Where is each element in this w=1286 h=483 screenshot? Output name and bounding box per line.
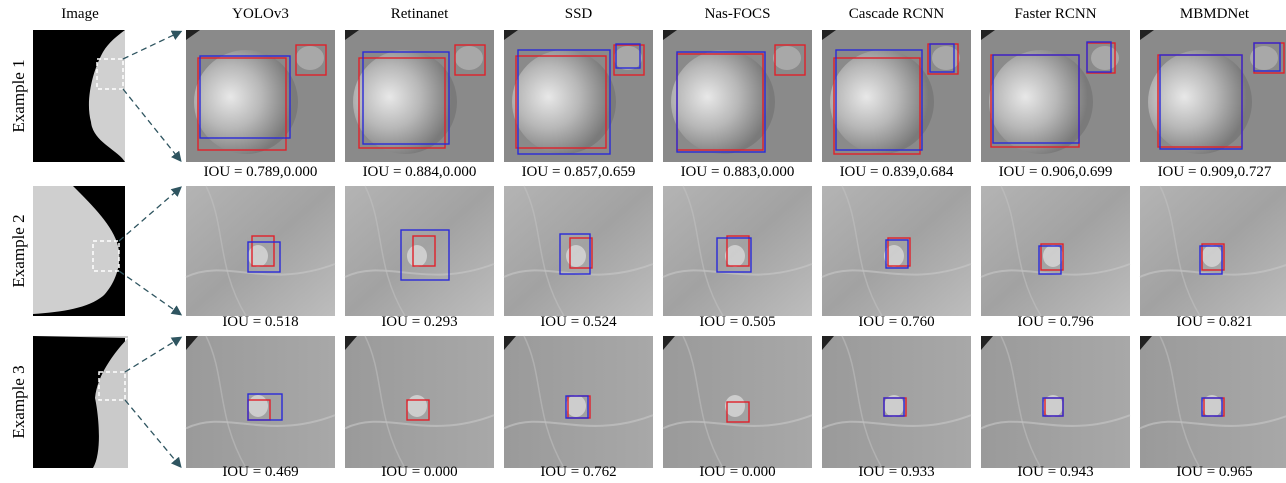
iou-caption: IOU = 0.857,0.659: [522, 164, 636, 180]
zoom-arrow: [125, 400, 180, 466]
zoomed-image: [504, 336, 653, 468]
mass-small: [773, 46, 801, 70]
iou-caption: IOU = 0.518: [222, 314, 298, 330]
zoomed-image: [186, 186, 335, 316]
iou-caption: IOU = 0.469: [222, 464, 298, 480]
mass: [353, 50, 457, 154]
lesion: [1043, 245, 1063, 267]
zoom-arrow: [123, 32, 180, 59]
iou-caption: IOU = 0.789,0.000: [204, 164, 318, 180]
source-thumbnail: [33, 336, 128, 468]
method-header: Faster RCNN: [1014, 6, 1096, 22]
zoomed-image: [504, 186, 653, 316]
lesion: [566, 395, 586, 417]
row-label: Example 2: [9, 214, 28, 287]
lesion: [884, 245, 904, 267]
mass: [1148, 50, 1252, 154]
iou-caption: IOU = 0.000: [699, 464, 775, 480]
lesion: [566, 245, 586, 267]
zoom-arrow: [119, 188, 180, 241]
zoomed-image: [1140, 30, 1286, 162]
zoomed-image: [663, 336, 812, 468]
mass-small: [296, 46, 324, 70]
row-label: Example 1: [9, 59, 28, 132]
zoomed-image: [345, 336, 494, 468]
iou-caption: IOU = 0.884,0.000: [363, 164, 477, 180]
iou-caption: IOU = 0.293: [381, 314, 457, 330]
source-thumbnail: [33, 186, 125, 316]
zoomed-image: [186, 30, 335, 162]
zoomed-image: [981, 336, 1130, 468]
mass-small: [614, 46, 642, 70]
zoom-arrow: [125, 338, 180, 372]
mass: [989, 50, 1093, 154]
method-header: Cascade RCNN: [849, 6, 945, 22]
method-header: Nas-FOCS: [705, 6, 771, 22]
zoomed-image: [663, 186, 812, 316]
zoomed-image: [822, 30, 971, 162]
zoomed-image: [186, 336, 335, 468]
zoomed-image: [1140, 336, 1286, 468]
zoom-arrow: [119, 271, 180, 314]
iou-caption: IOU = 0.883,0.000: [681, 164, 795, 180]
zoomed-image: [822, 186, 971, 316]
lesion: [407, 245, 427, 267]
iou-caption: IOU = 0.760: [858, 314, 934, 330]
lesion: [725, 395, 745, 417]
lesion: [248, 245, 268, 267]
mass: [512, 50, 616, 154]
lesion: [725, 245, 745, 267]
zoomed-image: [1140, 186, 1286, 316]
lesion: [407, 395, 427, 417]
zoomed-image: [504, 30, 653, 162]
row-label: Example 3: [9, 365, 28, 438]
image-header: Image: [61, 6, 99, 22]
iou-caption: IOU = 0.000: [381, 464, 457, 480]
iou-caption: IOU = 0.965: [1176, 464, 1252, 480]
lesion: [248, 395, 268, 417]
iou-caption: IOU = 0.796: [1017, 314, 1094, 330]
iou-caption: IOU = 0.505: [699, 314, 775, 330]
zoomed-image: [345, 30, 494, 162]
mass: [830, 50, 934, 154]
iou-caption: IOU = 0.909,0.727: [1158, 164, 1272, 180]
zoomed-image: [822, 336, 971, 468]
iou-caption: IOU = 0.762: [540, 464, 616, 480]
method-header: Retinanet: [391, 6, 449, 22]
iou-caption: IOU = 0.906,0.699: [999, 164, 1113, 180]
iou-caption: IOU = 0.943: [1017, 464, 1093, 480]
zoomed-image: [981, 186, 1130, 316]
method-header: YOLOv3: [232, 6, 289, 22]
iou-caption: IOU = 0.933: [858, 464, 934, 480]
method-header: SSD: [565, 6, 593, 22]
mass: [671, 50, 775, 154]
source-thumbnail: [33, 30, 125, 162]
method-header: MBMDNet: [1180, 6, 1250, 22]
iou-caption: IOU = 0.524: [540, 314, 617, 330]
iou-caption: IOU = 0.821: [1176, 314, 1252, 330]
mass-small: [932, 46, 960, 70]
mass-small: [455, 46, 483, 70]
lesion: [1202, 245, 1222, 267]
zoom-arrow: [123, 89, 180, 160]
zoomed-image: [663, 30, 812, 162]
zoomed-image: [981, 30, 1130, 162]
zoomed-image: [345, 186, 494, 316]
figure: Image YOLOv3 Retinanet SSD Nas-FOCS Cascade …: [0, 0, 1286, 483]
iou-caption: IOU = 0.839,0.684: [840, 164, 954, 180]
